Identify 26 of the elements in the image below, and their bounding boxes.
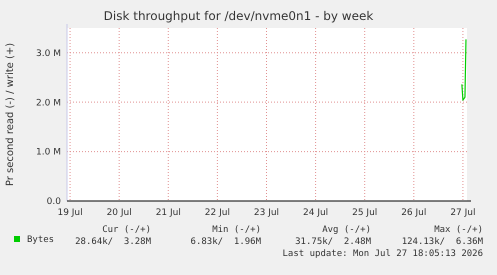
chart-title: Disk throughput for /dev/nvme0n1 - by week: [104, 9, 374, 23]
y-tick-label: 0.0: [46, 197, 62, 208]
line-series: [461, 38, 467, 101]
text: Cur (-/+): [102, 225, 151, 235]
text: 31.75k/ 2.48M: [295, 237, 372, 247]
text: 124.13k/ 6.36M: [402, 237, 484, 247]
x-tick-label: 22 Jul: [204, 208, 230, 218]
x-tick-label: 20 Jul: [106, 208, 132, 218]
x-tick-label: 23 Jul: [254, 208, 280, 218]
x-tick-label: 24 Jul: [303, 208, 328, 218]
text: Min (-/+): [212, 225, 261, 235]
text: 6.83k/ 1.96M: [190, 237, 262, 247]
x-tick-label: 26 Jul: [401, 208, 426, 218]
text: Last update: Mon Jul 27 18:05:13 2026: [282, 249, 483, 259]
y-tick-label: 2.0 M: [36, 98, 61, 108]
x-tick-label: 25 Jul: [352, 208, 378, 218]
legend-label: Bytes: [27, 235, 54, 245]
x-tick-label: 27 Jul: [450, 208, 476, 218]
x-tick-label: 21 Jul: [156, 208, 181, 218]
text: Max (-/+): [434, 225, 483, 235]
y-axis-title: Pr second read (-) / write (+): [5, 42, 16, 186]
x-tick-label: 19 Jul: [57, 208, 83, 218]
text: Avg (-/+): [322, 225, 371, 235]
y-tick-label: 1.0 M: [36, 148, 61, 158]
text: 28.64k/ 3.28M: [75, 237, 152, 247]
y-tick-label: 3.0 M: [36, 48, 61, 59]
